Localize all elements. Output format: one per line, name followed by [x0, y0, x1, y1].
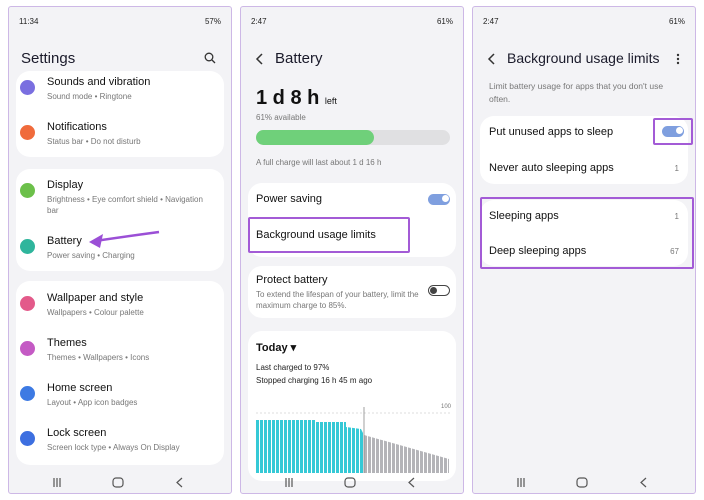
- row-label[interactable]: Put unused apps to sleep: [489, 126, 614, 138]
- setting-subtitle: Screen lock type • Always On Display: [47, 443, 180, 452]
- app-count: 1: [674, 212, 679, 221]
- setting-title[interactable]: Notifications: [47, 121, 107, 133]
- time-remaining: 1 d 8 h left: [256, 87, 337, 110]
- setting-icon: [20, 125, 35, 140]
- battery-screen: 2:47 61% Battery 1 d 8 h left 61% availa…: [240, 6, 464, 494]
- setting-icon: [20, 341, 35, 356]
- setting-subtitle: Power saving • Charging: [47, 251, 135, 260]
- row-label[interactable]: Power saving: [256, 193, 323, 205]
- setting-icon: [20, 239, 35, 254]
- description: Limit battery usage for apps that you do…: [489, 81, 664, 104]
- remaining-value: 1 d 8 h: [256, 87, 320, 109]
- nav-bar[interactable]: [9, 473, 231, 493]
- battery-graph: [256, 407, 451, 473]
- card: [480, 200, 688, 266]
- row-label[interactable]: Protect battery: [256, 274, 328, 286]
- background-limits-screen: 2:47 61% Background usage limits Limit b…: [472, 6, 696, 494]
- settings-screen: 11:34 57% Settings Sounds and vibration S…: [8, 6, 232, 494]
- row-description: To extend the lifespan of your battery, …: [256, 290, 419, 310]
- nav-bar[interactable]: [241, 473, 463, 493]
- setting-subtitle: Status bar • Do not disturb: [47, 137, 141, 146]
- setting-title[interactable]: Sounds and vibration: [47, 76, 151, 88]
- nav-bar[interactable]: [473, 473, 695, 493]
- setting-subtitle: Themes • Wallpapers • Icons: [47, 353, 150, 362]
- screen-title: Battery: [275, 50, 323, 67]
- screen-title: Settings: [21, 50, 76, 67]
- row-label[interactable]: Never auto sleeping apps: [489, 162, 614, 174]
- last-charged: Last charged to 97%: [256, 363, 330, 372]
- toggle[interactable]: [428, 285, 450, 296]
- status-time: 2:47: [251, 17, 267, 26]
- highlight-box: [248, 217, 410, 253]
- toggle[interactable]: [662, 126, 684, 137]
- setting-title[interactable]: Battery: [47, 235, 82, 247]
- row-label[interactable]: Deep sleeping apps: [489, 245, 587, 257]
- back-button[interactable]: [255, 53, 265, 65]
- setting-subtitle: Wallpapers • Colour palette: [47, 308, 144, 317]
- row-label[interactable]: Sleeping apps: [489, 210, 559, 222]
- status-battery: 61%: [668, 17, 685, 26]
- arrow-annotation: [89, 230, 160, 248]
- setting-subtitle: Sound mode • Ringtone: [47, 92, 132, 101]
- setting-title[interactable]: Lock screen: [47, 427, 107, 439]
- row-label[interactable]: Background usage limits: [256, 229, 376, 241]
- setting-icon: [20, 386, 35, 401]
- status-battery: 61%: [436, 17, 453, 26]
- setting-title[interactable]: Display: [47, 179, 84, 191]
- status-battery: 57%: [204, 17, 221, 26]
- card: [248, 266, 456, 318]
- card: [16, 169, 224, 271]
- setting-subtitle: Brightness • Eye comfort shield • Naviga…: [47, 195, 203, 215]
- setting-icon: [20, 296, 35, 311]
- card: [16, 71, 224, 157]
- status-time: 11:34: [19, 17, 39, 26]
- highlight-box: [480, 197, 694, 269]
- card: [248, 183, 456, 257]
- setting-title[interactable]: Themes: [47, 337, 87, 349]
- app-count: 67: [670, 247, 679, 256]
- period: Today: [256, 342, 288, 354]
- stopped-charging: Stopped charging 16 h 45 m ago: [256, 376, 373, 385]
- toggle[interactable]: [428, 194, 450, 205]
- setting-icon: [20, 431, 35, 446]
- battery-bar: [256, 130, 450, 145]
- highlight-box: [653, 118, 693, 145]
- more-menu[interactable]: [676, 53, 680, 65]
- setting-icon: [20, 80, 35, 95]
- setting-subtitle: Layout • App icon badges: [47, 398, 138, 407]
- setting-title[interactable]: Wallpaper and style: [47, 292, 144, 304]
- axis-label: 100: [441, 404, 452, 410]
- app-count: 1: [674, 164, 679, 173]
- screen-title: Background usage limits: [507, 50, 660, 66]
- available-text: 61% available: [256, 113, 306, 122]
- remaining-unit: left: [324, 96, 337, 106]
- status-time: 2:47: [483, 17, 499, 26]
- card: [16, 281, 224, 465]
- back-button[interactable]: [487, 53, 497, 65]
- setting-icon: [20, 183, 35, 198]
- period-selector[interactable]: Today ▾: [256, 342, 297, 354]
- full-charge-note: A full charge will last about 1 d 16 h: [256, 158, 382, 167]
- battery-fill: [256, 130, 374, 145]
- search-icon[interactable]: [204, 52, 216, 64]
- setting-title[interactable]: Home screen: [47, 382, 113, 394]
